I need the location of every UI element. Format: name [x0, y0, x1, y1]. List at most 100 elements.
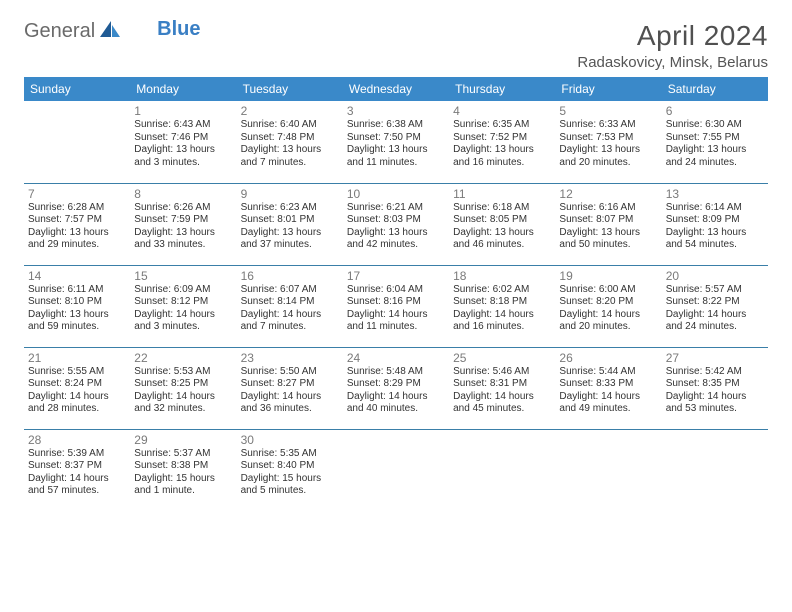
calendar-week-row: 14Sunrise: 6:11 AMSunset: 8:10 PMDayligh…: [24, 265, 768, 347]
header: General Blue April 2024 Radaskovicy, Min…: [24, 20, 768, 71]
calendar-day-cell: 17Sunrise: 6:04 AMSunset: 8:16 PMDayligh…: [343, 265, 449, 347]
calendar-body: 1Sunrise: 6:43 AMSunset: 7:46 PMDaylight…: [24, 101, 768, 511]
day-info: Sunrise: 6:35 AMSunset: 7:52 PMDaylight:…: [453, 119, 551, 169]
day-info: Sunrise: 6:16 AMSunset: 8:07 PMDaylight:…: [559, 202, 657, 252]
day-info: Sunrise: 5:50 AMSunset: 8:27 PMDaylight:…: [241, 366, 339, 416]
day-number: 20: [666, 269, 764, 283]
day-number: 11: [453, 187, 551, 201]
calendar-empty-cell: [343, 429, 449, 511]
day-number: 1: [134, 104, 232, 118]
calendar-day-cell: 28Sunrise: 5:39 AMSunset: 8:37 PMDayligh…: [24, 429, 130, 511]
calendar-day-cell: 1Sunrise: 6:43 AMSunset: 7:46 PMDaylight…: [130, 101, 236, 183]
day-info: Sunrise: 6:00 AMSunset: 8:20 PMDaylight:…: [559, 284, 657, 334]
day-info: Sunrise: 6:07 AMSunset: 8:14 PMDaylight:…: [241, 284, 339, 334]
day-number: 18: [453, 269, 551, 283]
day-info: Sunrise: 6:30 AMSunset: 7:55 PMDaylight:…: [666, 119, 764, 169]
day-number: 21: [28, 351, 126, 365]
day-number: 16: [241, 269, 339, 283]
location-text: Radaskovicy, Minsk, Belarus: [577, 54, 768, 71]
day-info: Sunrise: 6:21 AMSunset: 8:03 PMDaylight:…: [347, 202, 445, 252]
calendar-day-cell: 9Sunrise: 6:23 AMSunset: 8:01 PMDaylight…: [237, 183, 343, 265]
day-number: 2: [241, 104, 339, 118]
day-info: Sunrise: 5:44 AMSunset: 8:33 PMDaylight:…: [559, 366, 657, 416]
day-info: Sunrise: 6:26 AMSunset: 7:59 PMDaylight:…: [134, 202, 232, 252]
day-info: Sunrise: 6:43 AMSunset: 7:46 PMDaylight:…: [134, 119, 232, 169]
day-info: Sunrise: 5:48 AMSunset: 8:29 PMDaylight:…: [347, 366, 445, 416]
calendar-day-cell: 12Sunrise: 6:16 AMSunset: 8:07 PMDayligh…: [555, 183, 661, 265]
day-info: Sunrise: 6:23 AMSunset: 8:01 PMDaylight:…: [241, 202, 339, 252]
calendar-day-cell: 5Sunrise: 6:33 AMSunset: 7:53 PMDaylight…: [555, 101, 661, 183]
calendar-day-cell: 23Sunrise: 5:50 AMSunset: 8:27 PMDayligh…: [237, 347, 343, 429]
day-number: 5: [559, 104, 657, 118]
day-info: Sunrise: 5:46 AMSunset: 8:31 PMDaylight:…: [453, 366, 551, 416]
calendar-day-cell: 20Sunrise: 5:57 AMSunset: 8:22 PMDayligh…: [662, 265, 768, 347]
weekday-header: Wednesday: [343, 77, 449, 101]
calendar-day-cell: 13Sunrise: 6:14 AMSunset: 8:09 PMDayligh…: [662, 183, 768, 265]
calendar-day-cell: 10Sunrise: 6:21 AMSunset: 8:03 PMDayligh…: [343, 183, 449, 265]
weekday-header: Friday: [555, 77, 661, 101]
day-number: 25: [453, 351, 551, 365]
calendar-day-cell: 21Sunrise: 5:55 AMSunset: 8:24 PMDayligh…: [24, 347, 130, 429]
day-number: 13: [666, 187, 764, 201]
day-number: 28: [28, 433, 126, 447]
calendar-day-cell: 8Sunrise: 6:26 AMSunset: 7:59 PMDaylight…: [130, 183, 236, 265]
calendar-day-cell: 14Sunrise: 6:11 AMSunset: 8:10 PMDayligh…: [24, 265, 130, 347]
calendar-day-cell: 4Sunrise: 6:35 AMSunset: 7:52 PMDaylight…: [449, 101, 555, 183]
calendar-day-cell: 2Sunrise: 6:40 AMSunset: 7:48 PMDaylight…: [237, 101, 343, 183]
calendar-day-cell: 25Sunrise: 5:46 AMSunset: 8:31 PMDayligh…: [449, 347, 555, 429]
calendar-day-cell: 6Sunrise: 6:30 AMSunset: 7:55 PMDaylight…: [662, 101, 768, 183]
title-block: April 2024 Radaskovicy, Minsk, Belarus: [577, 20, 768, 71]
day-number: 30: [241, 433, 339, 447]
day-info: Sunrise: 6:40 AMSunset: 7:48 PMDaylight:…: [241, 119, 339, 169]
day-number: 10: [347, 187, 445, 201]
calendar-week-row: 1Sunrise: 6:43 AMSunset: 7:46 PMDaylight…: [24, 101, 768, 183]
day-info: Sunrise: 5:42 AMSunset: 8:35 PMDaylight:…: [666, 366, 764, 416]
weekday-header-row: SundayMondayTuesdayWednesdayThursdayFrid…: [24, 77, 768, 101]
day-number: 3: [347, 104, 445, 118]
calendar-week-row: 28Sunrise: 5:39 AMSunset: 8:37 PMDayligh…: [24, 429, 768, 511]
logo-text-general: General: [24, 20, 95, 43]
day-info: Sunrise: 6:11 AMSunset: 8:10 PMDaylight:…: [28, 284, 126, 334]
calendar-empty-cell: [24, 101, 130, 183]
weekday-header: Tuesday: [237, 77, 343, 101]
day-info: Sunrise: 6:04 AMSunset: 8:16 PMDaylight:…: [347, 284, 445, 334]
day-number: 12: [559, 187, 657, 201]
day-number: 27: [666, 351, 764, 365]
day-number: 14: [28, 269, 126, 283]
day-info: Sunrise: 6:18 AMSunset: 8:05 PMDaylight:…: [453, 202, 551, 252]
weekday-header: Sunday: [24, 77, 130, 101]
day-info: Sunrise: 6:02 AMSunset: 8:18 PMDaylight:…: [453, 284, 551, 334]
day-number: 7: [28, 187, 126, 201]
day-info: Sunrise: 5:55 AMSunset: 8:24 PMDaylight:…: [28, 366, 126, 416]
day-number: 19: [559, 269, 657, 283]
calendar-day-cell: 11Sunrise: 6:18 AMSunset: 8:05 PMDayligh…: [449, 183, 555, 265]
day-number: 8: [134, 187, 232, 201]
day-info: Sunrise: 5:57 AMSunset: 8:22 PMDaylight:…: [666, 284, 764, 334]
calendar-day-cell: 30Sunrise: 5:35 AMSunset: 8:40 PMDayligh…: [237, 429, 343, 511]
day-info: Sunrise: 5:35 AMSunset: 8:40 PMDaylight:…: [241, 448, 339, 498]
weekday-header: Monday: [130, 77, 236, 101]
calendar-day-cell: 29Sunrise: 5:37 AMSunset: 8:38 PMDayligh…: [130, 429, 236, 511]
calendar-day-cell: 24Sunrise: 5:48 AMSunset: 8:29 PMDayligh…: [343, 347, 449, 429]
day-info: Sunrise: 6:33 AMSunset: 7:53 PMDaylight:…: [559, 119, 657, 169]
logo-text-blue: Blue: [157, 18, 200, 41]
day-number: 17: [347, 269, 445, 283]
day-number: 6: [666, 104, 764, 118]
day-info: Sunrise: 5:37 AMSunset: 8:38 PMDaylight:…: [134, 448, 232, 498]
calendar-day-cell: 19Sunrise: 6:00 AMSunset: 8:20 PMDayligh…: [555, 265, 661, 347]
calendar-empty-cell: [662, 429, 768, 511]
day-info: Sunrise: 5:53 AMSunset: 8:25 PMDaylight:…: [134, 366, 232, 416]
day-number: 15: [134, 269, 232, 283]
calendar-week-row: 21Sunrise: 5:55 AMSunset: 8:24 PMDayligh…: [24, 347, 768, 429]
day-number: 4: [453, 104, 551, 118]
day-number: 29: [134, 433, 232, 447]
logo-sail-icon: [99, 20, 121, 43]
day-info: Sunrise: 6:14 AMSunset: 8:09 PMDaylight:…: [666, 202, 764, 252]
logo: General Blue: [24, 20, 201, 43]
weekday-header: Thursday: [449, 77, 555, 101]
day-number: 22: [134, 351, 232, 365]
day-info: Sunrise: 6:38 AMSunset: 7:50 PMDaylight:…: [347, 119, 445, 169]
day-number: 9: [241, 187, 339, 201]
weekday-header: Saturday: [662, 77, 768, 101]
day-info: Sunrise: 6:09 AMSunset: 8:12 PMDaylight:…: [134, 284, 232, 334]
